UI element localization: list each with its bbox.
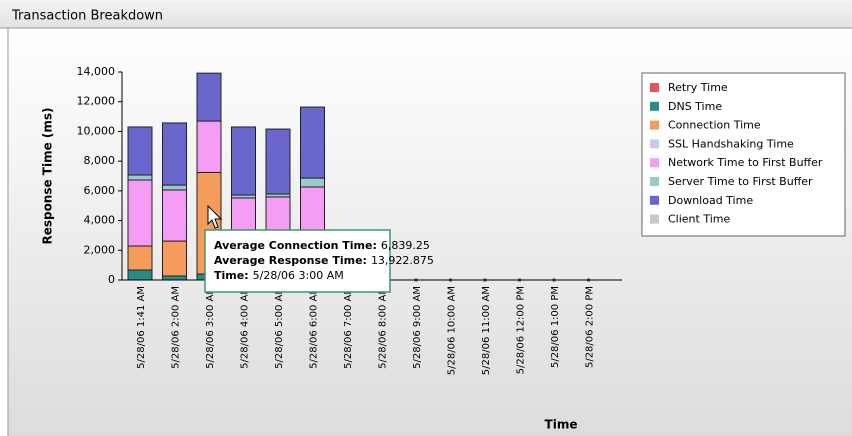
panel-title: Transaction Breakdown <box>11 9 163 24</box>
bar-segment <box>162 189 187 242</box>
legend-swatch <box>650 83 659 92</box>
legend-box <box>641 72 846 237</box>
panel-header <box>0 0 852 28</box>
x-tick-label: 5/28/06 4:00 AM <box>240 286 251 369</box>
legend-swatch <box>650 120 659 130</box>
x-tick-label: 5/28/06 5:00 AM <box>274 286 285 369</box>
tooltip-label: Average Response Time: <box>214 254 367 267</box>
x-tick-label: 5/28/06 6:00 AM <box>309 286 320 369</box>
y-tick-label: 0 <box>108 273 115 286</box>
legend-swatch <box>650 195 659 205</box>
legend-swatch <box>650 139 659 149</box>
y-tick-label: 14,000 <box>77 65 116 78</box>
legend-label: Server Time to First Buffer <box>668 175 813 188</box>
x-tick-label: 5/28/06 1:00 PM <box>550 286 561 368</box>
bar-segment <box>231 126 256 196</box>
tooltip: Average Connection Time: 6,839.25Average … <box>204 229 434 293</box>
bar-segment <box>127 245 153 271</box>
x-axis-title: Time <box>545 418 578 432</box>
legend-label: DNS Time <box>668 100 722 113</box>
tooltip-value: 6,839.25 <box>381 239 430 252</box>
tooltip-value: 5/28/06 3:00 AM <box>253 269 344 282</box>
bar-segment <box>127 179 153 247</box>
x-tick-label: 5/28/06 12:00 PM <box>516 286 527 374</box>
x-tick-label: 5/28/06 3:00 AM <box>205 286 216 369</box>
bar-segment <box>162 184 187 191</box>
legend-label: Network Time to First Buffer <box>668 156 823 169</box>
y-tick-label: 12,000 <box>77 95 116 108</box>
bar-segment <box>300 106 325 179</box>
tooltip-value: 13,922.875 <box>371 254 434 267</box>
bar-segment <box>162 240 187 277</box>
bar-segment <box>127 174 153 181</box>
y-tick-label: 4,000 <box>84 214 116 227</box>
bar-segment <box>127 269 153 281</box>
legend-label: SSL Handshaking Time <box>668 137 794 150</box>
legend-label: Connection Time <box>668 119 761 132</box>
tooltip-line: Time: 5/28/06 3:00 AM <box>214 269 344 282</box>
bar-segment <box>196 72 222 122</box>
tooltip-label: Average Connection Time: <box>214 239 377 252</box>
legend-label: Download Time <box>668 194 753 207</box>
legend-swatch <box>650 101 659 111</box>
x-tick-label: 5/28/06 8:00 AM <box>378 286 389 369</box>
y-tick-label: 2,000 <box>84 243 116 256</box>
tooltip-line: Average Response Time: 13,922.875 <box>214 254 434 267</box>
y-tick-label: 8,000 <box>84 154 116 167</box>
legend-swatch <box>650 177 659 186</box>
tooltip-line: Average Connection Time: 6,839.25 <box>214 239 430 252</box>
legend-label: Retry Time <box>668 81 728 94</box>
x-tick-label: 5/28/06 7:00 AM <box>343 286 354 369</box>
y-tick-label: 6,000 <box>84 184 116 197</box>
x-tick-label: 5/28/06 11:00 AM <box>481 286 492 375</box>
y-tick-label: 10,000 <box>77 124 116 137</box>
bar-segment <box>196 120 222 173</box>
bar-segment <box>300 177 325 188</box>
x-tick-label: 5/28/06 2:00 AM <box>171 286 182 369</box>
x-tick-label: 5/28/06 10:00 AM <box>447 286 458 375</box>
bar-segment <box>265 128 291 195</box>
x-tick-label: 5/28/06 9:00 AM <box>412 286 423 369</box>
tooltip-label: Time: <box>214 269 249 282</box>
cursor <box>207 204 223 229</box>
legend-label: Client Time <box>668 213 730 226</box>
legend-swatch <box>650 158 659 168</box>
bar-segment <box>162 122 187 186</box>
tooltip-box <box>204 229 391 293</box>
bar-segment <box>127 126 153 176</box>
x-tick-label: 5/28/06 1:41 AM <box>136 286 147 369</box>
legend-swatch <box>650 214 659 224</box>
y-axis-title: Response Time (ms) <box>41 107 55 244</box>
x-tick-label: 5/28/06 2:00 PM <box>585 286 596 368</box>
bar-segment <box>162 275 187 281</box>
